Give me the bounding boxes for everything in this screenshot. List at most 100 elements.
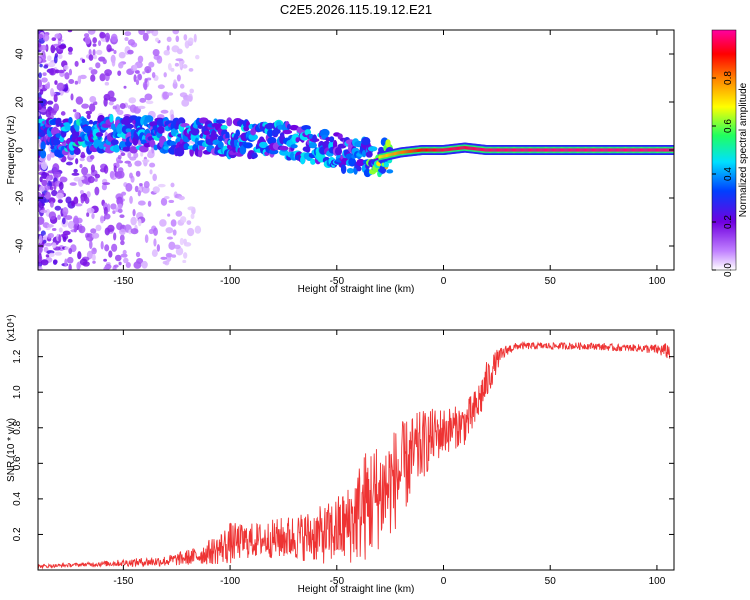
heatmap-cell <box>125 261 131 269</box>
heatmap-cell <box>258 141 268 149</box>
heatmap-cell <box>103 258 108 262</box>
snr-panel: -150 -100 -50 0 50 100 0.2 0.4 0.6 0.8 1.0 1.2 Hei… <box>6 314 675 595</box>
heatmap-cell <box>95 49 103 56</box>
heatmap-cell <box>125 183 133 192</box>
heatmap-cells <box>38 30 674 270</box>
heatmap-cell <box>175 147 185 157</box>
heatmap-cell <box>90 74 96 82</box>
heatmap-cell <box>48 211 57 220</box>
heatmap-cell <box>179 92 188 98</box>
heatmap-cell <box>90 69 98 75</box>
heatmap-cell <box>51 242 57 249</box>
heatmap-cell <box>113 50 117 55</box>
heatmap-cell <box>233 137 239 148</box>
spectrogram-x-tick-label: -50 <box>330 276 345 287</box>
spectrogram-x-tick-label: 50 <box>545 276 557 287</box>
heatmap-cell <box>79 163 83 169</box>
heatmap-cell <box>124 31 132 37</box>
heatmap-cell <box>57 53 63 60</box>
heatmap-cell <box>160 256 168 260</box>
heatmap-cell <box>49 110 58 114</box>
snr-y-ticks: 0.2 0.4 0.6 0.8 1.0 1.2 <box>12 349 674 541</box>
heatmap-cell <box>186 95 193 102</box>
heatmap-cell <box>68 79 75 84</box>
heatmap-cell <box>102 58 107 65</box>
colorbar-tick-label: 0.6 <box>723 119 734 133</box>
heatmap-cell <box>117 203 123 210</box>
heatmap-cell <box>38 33 44 39</box>
heatmap-cell <box>46 81 51 89</box>
heatmap-cell <box>86 191 91 198</box>
heatmap-cell <box>56 192 64 199</box>
heatmap-cell <box>143 82 148 91</box>
heatmap-cell <box>48 68 57 76</box>
heatmap-cell <box>47 197 56 204</box>
heatmap-cell <box>134 160 142 167</box>
heatmap-cell <box>179 60 183 68</box>
heatmap-cell <box>40 44 47 51</box>
heatmap-cell <box>163 72 167 78</box>
heatmap-cell <box>135 251 141 258</box>
heatmap-cell <box>38 96 43 101</box>
heatmap-cell <box>123 85 127 89</box>
heatmap-cell <box>320 128 330 137</box>
heatmap-cell <box>73 196 79 205</box>
spectrogram-y-tick-label: 0 <box>15 147 26 153</box>
heatmap-cell <box>86 113 91 120</box>
heatmap-cell <box>182 64 188 69</box>
heatmap-cell <box>113 144 121 153</box>
heatmap-cell <box>194 225 202 234</box>
heatmap-cell <box>179 237 184 246</box>
heatmap-cell <box>144 93 153 101</box>
colorbar-ticks: 0.0 0.2 0.4 0.6 0.8 <box>712 71 734 277</box>
heatmap-cell <box>109 113 114 123</box>
heatmap-cell <box>53 138 61 147</box>
heatmap-cell <box>170 182 175 188</box>
heatmap-cell <box>356 158 366 167</box>
heatmap-cell <box>129 172 133 179</box>
heatmap-cell <box>143 180 150 189</box>
heatmap-cell <box>74 60 79 67</box>
heatmap-cell <box>123 257 129 264</box>
heatmap-cell <box>95 132 104 137</box>
heatmap-cell <box>38 111 41 117</box>
heatmap-cell <box>88 67 93 71</box>
spectrogram-panel: -150 -100 -50 0 50 100 -40 -20 0 20 40 Height of … <box>6 29 675 295</box>
heatmap-cell <box>211 129 217 139</box>
heatmap-cell <box>74 203 83 207</box>
heatmap-cell <box>38 235 43 244</box>
heatmap-cell <box>139 183 143 187</box>
heatmap-cell <box>251 153 258 158</box>
heatmap-cell <box>66 256 74 264</box>
heatmap-cell <box>135 79 140 86</box>
heatmap-cell <box>195 54 200 60</box>
heatmap-cell <box>167 213 171 217</box>
heatmap-cell <box>197 149 203 158</box>
heatmap-cell <box>157 183 166 188</box>
heatmap-cell <box>190 213 195 220</box>
heatmap-cell <box>41 179 48 187</box>
heatmap-cell <box>143 142 151 148</box>
heatmap-cell <box>146 77 152 81</box>
heatmap-cell <box>73 168 78 173</box>
heatmap-cell <box>88 240 93 250</box>
heatmap-cell <box>75 158 79 165</box>
heatmap-cell <box>107 203 111 213</box>
heatmap-cell <box>268 149 279 155</box>
snr-x-tick-label: 100 <box>649 576 666 587</box>
heatmap-cell <box>133 152 139 159</box>
heatmap-cell <box>40 230 46 237</box>
heatmap-cell <box>187 37 194 45</box>
heatmap-cell <box>217 141 224 149</box>
heatmap-cell <box>104 81 110 86</box>
heatmap-cell <box>56 82 65 91</box>
heatmap-cell <box>378 146 385 153</box>
heatmap-cell <box>120 240 125 246</box>
heatmap-cell <box>153 227 158 236</box>
heatmap-cell <box>88 54 94 61</box>
heatmap-cell <box>361 149 367 158</box>
heatmap-cell <box>128 97 137 104</box>
heatmap-cell <box>334 146 343 156</box>
heatmap-cell <box>226 117 233 127</box>
heatmap-cell <box>235 129 241 137</box>
